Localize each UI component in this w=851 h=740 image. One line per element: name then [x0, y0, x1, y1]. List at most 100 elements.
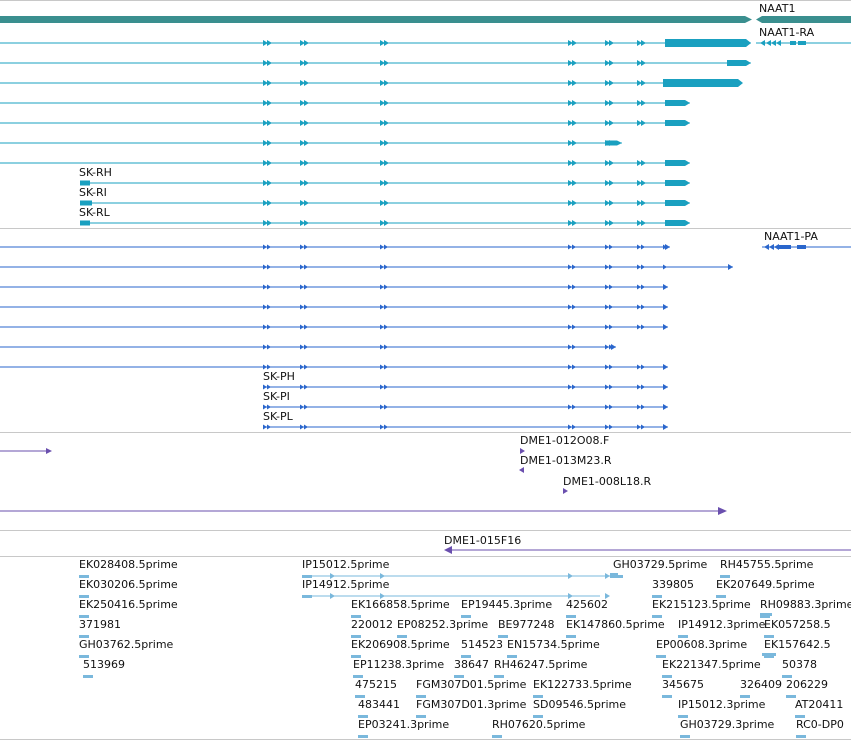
est-label: 339805 — [652, 578, 694, 591]
gene-bar[interactable] — [0, 16, 752, 23]
exon-marker — [663, 404, 668, 410]
exon-marker — [263, 324, 267, 330]
exon-marker — [304, 60, 309, 66]
est-feature[interactable] — [662, 675, 672, 678]
est-feature[interactable] — [353, 675, 363, 678]
coding-block[interactable] — [665, 180, 690, 186]
est-feature[interactable] — [740, 695, 750, 698]
est-feature[interactable] — [358, 715, 368, 718]
est-feature[interactable] — [83, 675, 93, 678]
est-label: EK122733.5prime — [533, 678, 632, 691]
est-feature[interactable] — [678, 635, 688, 638]
coding-block[interactable] — [605, 140, 622, 146]
exon-marker — [637, 220, 642, 226]
est-feature[interactable] — [494, 675, 504, 678]
est-feature[interactable] — [79, 655, 89, 658]
est-feature[interactable] — [358, 735, 368, 738]
exon-marker — [572, 100, 577, 106]
gene-track[interactable]: NAAT1 — [0, 2, 851, 23]
exon-marker — [605, 344, 609, 350]
est-feature[interactable] — [454, 675, 464, 678]
est-feature[interactable] — [351, 635, 361, 638]
coding-block[interactable] — [727, 60, 751, 66]
est-feature[interactable] — [566, 615, 576, 618]
est-feature[interactable] — [662, 695, 672, 698]
exon-marker — [267, 364, 271, 370]
coding-block[interactable] — [665, 39, 751, 47]
est-feature[interactable] — [656, 655, 666, 658]
coding-block[interactable] — [665, 100, 690, 106]
est-feature[interactable] — [461, 615, 471, 618]
est-feature[interactable] — [351, 615, 361, 618]
clone-track[interactable]: DME1-012O08.F DME1-013M23.R DME1-008L18.… — [0, 434, 851, 554]
est-feature[interactable] — [652, 615, 662, 618]
est-feature[interactable] — [764, 635, 774, 638]
est-feature[interactable] — [782, 675, 792, 678]
est-feature[interactable] — [79, 575, 89, 578]
est-feature[interactable] — [680, 735, 690, 738]
est-feature[interactable] — [416, 715, 426, 718]
exon-marker — [330, 593, 335, 599]
est-feature[interactable] — [79, 615, 89, 618]
exon-marker — [267, 284, 271, 290]
est-feature[interactable] — [796, 735, 806, 738]
exon-block[interactable] — [797, 245, 806, 249]
est-label: EP19445.3prime — [461, 598, 552, 611]
exon-marker — [267, 324, 271, 330]
exon-marker — [641, 220, 646, 226]
est-track[interactable]: EK028408.5prime EK030206.5prime EK250416.5… — [79, 558, 851, 738]
transcript-group-pa[interactable] — [0, 244, 851, 430]
est-feature[interactable] — [762, 653, 776, 656]
exon-block[interactable] — [779, 245, 791, 249]
est-feature[interactable] — [716, 595, 726, 598]
est-feature[interactable] — [678, 715, 688, 718]
est-feature[interactable] — [610, 573, 618, 578]
est-feature[interactable] — [492, 735, 502, 738]
est-feature[interactable] — [397, 635, 407, 638]
exon-marker — [380, 180, 385, 186]
est-feature[interactable] — [652, 595, 662, 598]
exon-marker — [263, 200, 268, 206]
est-feature[interactable] — [351, 655, 361, 658]
exon-marker — [263, 160, 268, 166]
est-feature[interactable] — [461, 655, 471, 658]
coding-block[interactable] — [663, 79, 743, 87]
exon-marker — [568, 593, 573, 599]
coding-block[interactable] — [665, 120, 690, 126]
exon-block[interactable] — [80, 220, 90, 226]
exon-marker — [380, 284, 384, 290]
exon-marker — [572, 284, 576, 290]
exon-marker — [568, 264, 572, 270]
est-feature[interactable] — [507, 655, 517, 658]
exon-block[interactable] — [80, 200, 92, 206]
exon-marker — [605, 364, 609, 370]
est-feature[interactable] — [760, 613, 772, 616]
est-label: 38647 — [454, 658, 489, 671]
exon-marker — [267, 120, 272, 126]
est-feature[interactable] — [498, 635, 508, 638]
est-feature[interactable] — [760, 615, 770, 618]
coding-block[interactable] — [665, 160, 690, 166]
exon-marker — [380, 244, 384, 250]
est-feature[interactable] — [720, 575, 730, 578]
exon-marker — [304, 244, 308, 250]
est-feature[interactable] — [795, 715, 805, 718]
est-feature[interactable] — [79, 635, 89, 638]
gene-bar-tail[interactable] — [756, 16, 851, 23]
est-feature[interactable] — [764, 655, 774, 658]
exon-marker — [384, 384, 388, 390]
exon-marker — [637, 264, 641, 270]
est-feature[interactable] — [566, 635, 576, 638]
exon-marker — [568, 40, 573, 46]
exon-marker — [568, 220, 573, 226]
exon-block[interactable] — [80, 180, 90, 186]
est-feature[interactable] — [786, 695, 796, 698]
est-feature[interactable] — [355, 695, 365, 698]
coding-block[interactable] — [665, 200, 690, 206]
est-feature[interactable] — [416, 695, 426, 698]
est-feature[interactable] — [533, 695, 543, 698]
est-feature[interactable] — [533, 715, 543, 718]
transcript-group-ra[interactable] — [0, 39, 851, 226]
coding-block[interactable] — [665, 220, 690, 226]
est-feature[interactable] — [79, 595, 89, 598]
